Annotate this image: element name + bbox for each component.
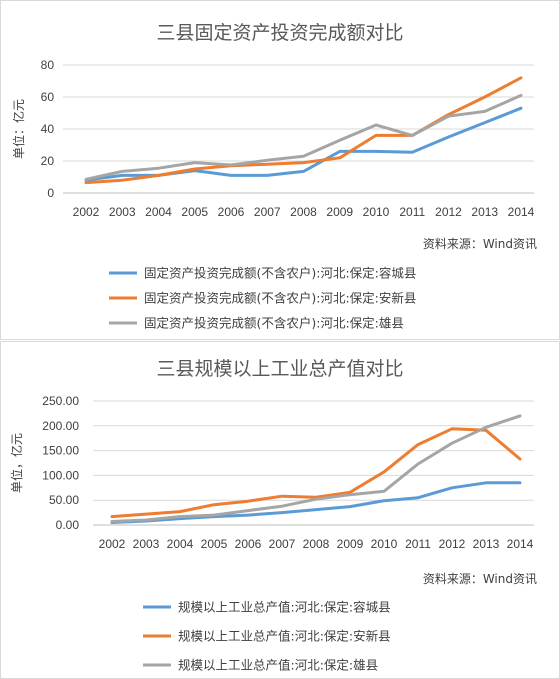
chart-title: 三县规模以上工业总产值对比: [156, 358, 403, 380]
y-tick-label: 80: [41, 58, 55, 72]
x-tick-label: 2014: [508, 205, 535, 219]
x-tick-label: 2013: [473, 537, 500, 551]
x-tick-label: 2009: [326, 205, 353, 219]
x-tick-label: 2008: [290, 205, 317, 219]
legend-label-1: 规模以上工业总产值:河北:保定:容城县: [178, 600, 391, 615]
legend-label-1: 固定资产投资完成额(不含农户):河北:保定:容城县: [144, 266, 416, 281]
industrial-output-chart-panel: 三县规模以上工业总产值对比 0.00 50.00 100.00 150.00 200.00…: [0, 341, 560, 679]
series-line-3: [84, 93, 523, 181]
x-tick-label: 2007: [269, 537, 296, 551]
x-tick-label: 2012: [439, 537, 466, 551]
x-tick-label: 2004: [145, 205, 172, 219]
legend-label-3: 固定资产投资完成额(不含农户):河北:保定:雄县: [144, 316, 404, 331]
x-tick-label: 2002: [99, 537, 126, 551]
legend-label-2: 规模以上工业总产值:河北:保定:安新县: [178, 629, 391, 644]
y-tick-label: 200.00: [42, 419, 79, 433]
x-tick-label: 2012: [435, 205, 462, 219]
chart-title: 三县固定资产投资完成额对比: [156, 22, 403, 44]
x-tick-label: 2003: [133, 537, 160, 551]
legend-label-2: 固定资产投资完成额(不含农户):河北:保定:安新县: [144, 291, 416, 306]
y-axis-label: 单位：亿元: [11, 99, 26, 159]
x-tick-label: 2002: [73, 205, 100, 219]
x-tick-label: 2010: [371, 537, 398, 551]
x-tick-label: 2003: [109, 205, 136, 219]
y-tick-label: 60: [41, 90, 55, 104]
y-tick-label: 20: [41, 154, 55, 168]
series-line-1: [110, 481, 522, 524]
y-tick-label: 250.00: [42, 394, 79, 408]
fixed-asset-investment-chart-panel: 三县固定资产投资完成额对比 0 20 40 60 80 2002 2003 2004 2005 20…: [0, 0, 560, 340]
y-axis-label: 单位，亿元: [9, 433, 24, 493]
y-tick-label: 0.00: [56, 518, 80, 532]
x-tick-label: 2011: [399, 205, 425, 219]
x-tick-label: 2008: [303, 537, 330, 551]
y-tick-label: 50.00: [49, 493, 79, 507]
y-tick-label: 100.00: [42, 468, 79, 482]
legend-label-3: 规模以上工业总产值:河北:保定:雄县: [178, 658, 378, 673]
y-tick-label: 40: [41, 122, 55, 136]
source-note: 资料来源：Wind资讯: [423, 572, 537, 586]
x-tick-label: 2006: [218, 205, 245, 219]
fixed-asset-investment-chart: 三县固定资产投资完成额对比 0 20 40 60 80 2002 2003 2004 2005 20…: [11, 22, 537, 331]
y-tick-label: 150.00: [42, 444, 79, 458]
x-tick-label: 2004: [167, 537, 194, 551]
x-tick-label: 2009: [337, 537, 364, 551]
x-tick-label: 2013: [471, 205, 498, 219]
x-tick-label: 2005: [201, 537, 228, 551]
x-tick-label: 2011: [405, 537, 431, 551]
x-tick-label: 2014: [507, 537, 534, 551]
source-note: 资料来源：Wind资讯: [423, 237, 537, 251]
series-line-2: [84, 76, 523, 185]
x-tick-label: 2007: [254, 205, 281, 219]
x-tick-label: 2010: [363, 205, 390, 219]
x-tick-label: 2006: [235, 537, 262, 551]
x-tick-label: 2005: [181, 205, 208, 219]
industrial-output-chart: 三县规模以上工业总产值对比 0.00 50.00 100.00 150.00 200.00…: [9, 358, 537, 673]
y-tick-label: 0: [47, 186, 54, 200]
series-line-3: [110, 414, 522, 523]
series-line-2: [110, 427, 522, 519]
